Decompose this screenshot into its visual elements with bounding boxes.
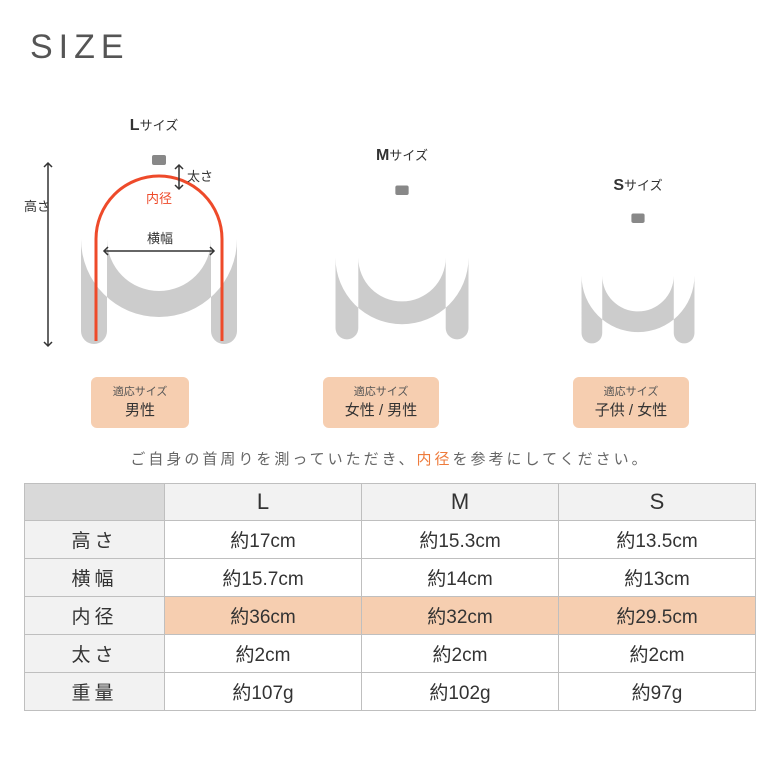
ring-shape-L: 高さ 太さ 内径 横幅 — [24, 141, 284, 371]
cell: 約13.5cm — [559, 521, 756, 559]
row-label: 太さ — [25, 635, 165, 673]
size-col-M: Mサイズ — [284, 145, 520, 371]
cell: 約32cm — [362, 597, 559, 635]
ring-shape-S — [558, 206, 718, 366]
cell: 約102g — [362, 673, 559, 711]
badge-M: 適応サイズ 女性 / 男性 — [323, 377, 440, 428]
ring-shape-M — [307, 176, 497, 366]
size-col-L: Lサイズ 高さ 太さ 内径 — [24, 115, 284, 371]
instruction-note: ご自身の首周りを測っていただき、内径を参考にしてください。 — [24, 448, 756, 469]
page-title: SIZE — [30, 28, 756, 67]
cell: 約97g — [559, 673, 756, 711]
cell: 約13cm — [559, 559, 756, 597]
table-row: 横幅約15.7cm約14cm約13cm — [25, 559, 756, 597]
size-table: L M S 高さ約17cm約15.3cm約13.5cm横幅約15.7cm約14c… — [24, 483, 756, 711]
size-illustrations: Lサイズ 高さ 太さ 内径 — [24, 81, 756, 371]
table-corner — [25, 484, 165, 521]
cell: 約2cm — [559, 635, 756, 673]
row-label: 高さ — [25, 521, 165, 559]
table-row: 重量約107g約102g約97g — [25, 673, 756, 711]
cell: 約2cm — [165, 635, 362, 673]
label-inner: 内径 — [146, 191, 172, 206]
cell: 約17cm — [165, 521, 362, 559]
label-height: 高さ — [24, 199, 50, 214]
cell: 約14cm — [362, 559, 559, 597]
cell: 約15.3cm — [362, 521, 559, 559]
row-label: 内径 — [25, 597, 165, 635]
table-row: 太さ約2cm約2cm約2cm — [25, 635, 756, 673]
table-row: 内径約36cm約32cm約29.5cm — [25, 597, 756, 635]
row-label: 重量 — [25, 673, 165, 711]
cell: 約36cm — [165, 597, 362, 635]
size-label-S: Sサイズ — [613, 175, 662, 195]
cell: 約2cm — [362, 635, 559, 673]
col-S: S — [559, 484, 756, 521]
size-label-L: Lサイズ — [130, 115, 178, 135]
table-row: 高さ約17cm約15.3cm約13.5cm — [25, 521, 756, 559]
label-width: 横幅 — [147, 231, 173, 246]
row-label: 横幅 — [25, 559, 165, 597]
badge-L: 適応サイズ 男性 — [91, 377, 190, 428]
cell: 約15.7cm — [165, 559, 362, 597]
size-label-M: Mサイズ — [376, 145, 428, 165]
badge-S: 適応サイズ 子供 / 女性 — [573, 377, 690, 428]
label-thickness: 太さ — [187, 169, 213, 184]
cell: 約107g — [165, 673, 362, 711]
size-col-S: Sサイズ — [520, 175, 756, 371]
badge-row: 適応サイズ 男性 適応サイズ 女性 / 男性 適応サイズ 子供 / 女性 — [24, 377, 756, 428]
cell: 約29.5cm — [559, 597, 756, 635]
col-L: L — [165, 484, 362, 521]
col-M: M — [362, 484, 559, 521]
